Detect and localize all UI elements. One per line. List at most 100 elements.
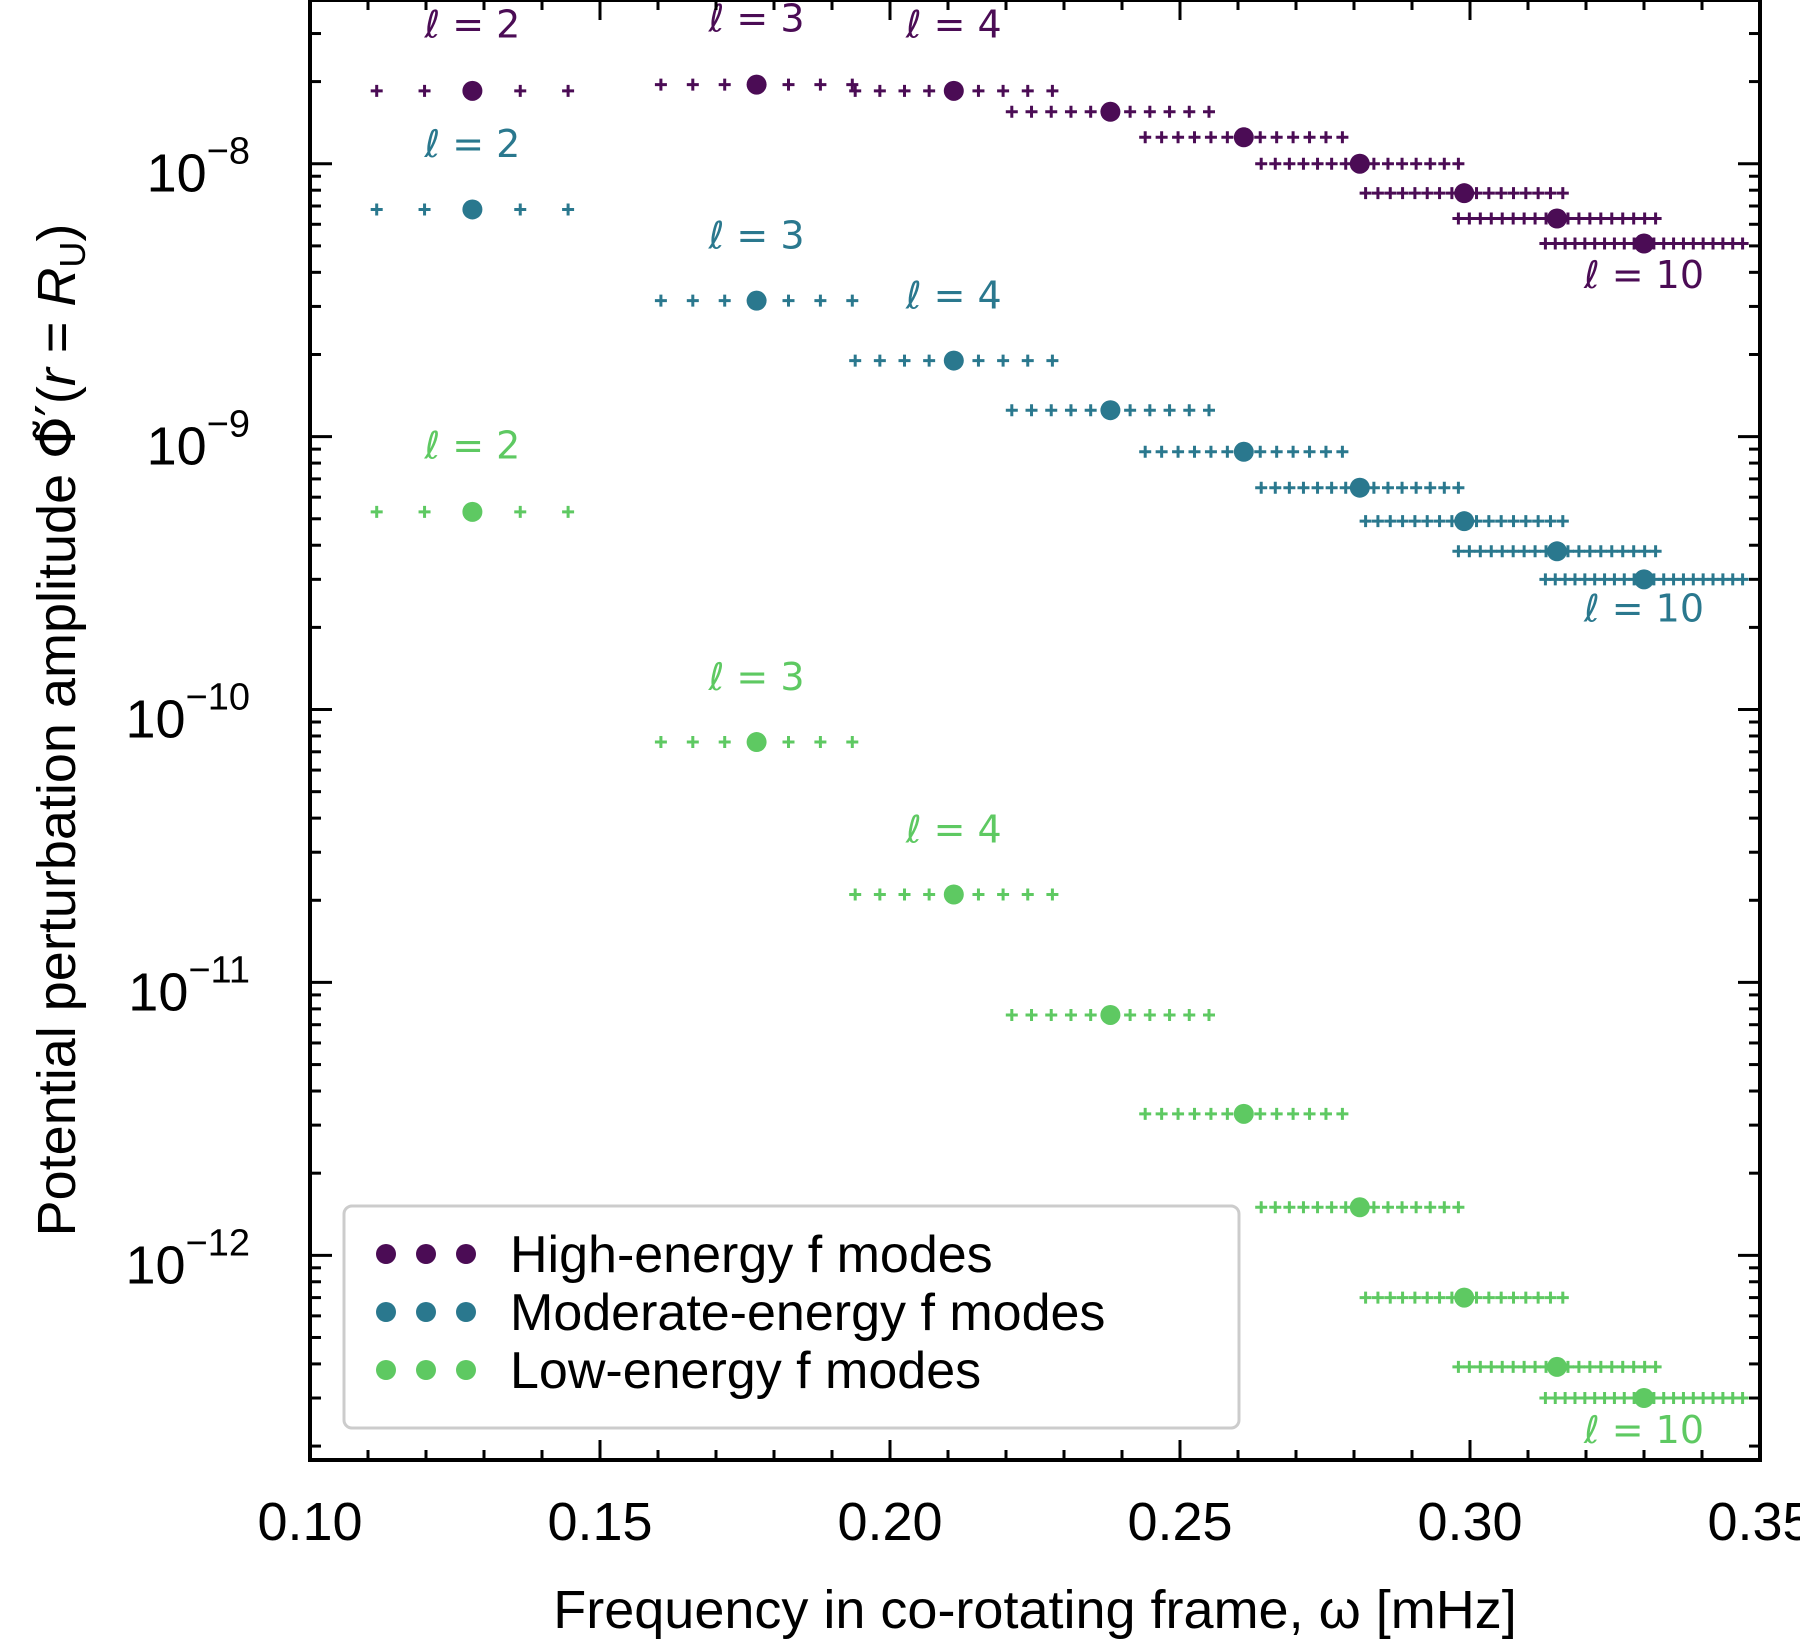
azimuthal-mark (1421, 1291, 1434, 1304)
azimuthal-mark (782, 736, 795, 749)
azimuthal-mark (1297, 157, 1310, 170)
azimuthal-mark (1532, 515, 1545, 528)
x-tick-label: 0.20 (837, 1492, 942, 1552)
azimuthal-mark (997, 84, 1010, 97)
azimuthal-mark (1485, 1360, 1498, 1373)
azimuthal-mark (1408, 515, 1421, 528)
azimuthal-mark (1507, 1291, 1520, 1304)
legend-marker (376, 1302, 396, 1322)
azimuthal-mark (1438, 1201, 1451, 1214)
azimuthal-mark (1485, 212, 1498, 225)
azimuthal-mark (1408, 1291, 1421, 1304)
legend-marker (416, 1302, 436, 1322)
azimuthal-mark (1433, 1291, 1446, 1304)
azimuthal-mark (782, 294, 795, 307)
azimuthal-mark (1572, 212, 1585, 225)
azimuthal-mark (1544, 1291, 1557, 1304)
azimuthal-mark (1649, 212, 1662, 225)
azimuthal-mark (1627, 212, 1640, 225)
azimuthal-mark (1139, 131, 1152, 144)
azimuthal-mark (1583, 545, 1596, 558)
azimuthal-mark (1529, 545, 1542, 558)
data-point (746, 74, 767, 95)
data-point (1454, 1287, 1475, 1308)
azimuthal-mark (1025, 404, 1038, 417)
azimuthal-mark (1319, 1107, 1332, 1120)
azimuthal-mark (1410, 481, 1423, 494)
data-point (1454, 511, 1475, 532)
y-tick-label: 10−9 (147, 404, 250, 477)
azimuthal-mark (1452, 481, 1465, 494)
legend-label: Moderate-energy f modes (510, 1284, 1105, 1342)
azimuthal-mark (1638, 212, 1651, 225)
azimuthal-mark (846, 78, 859, 91)
azimuthal-mark (1359, 187, 1372, 200)
azimuthal-mark (1303, 445, 1316, 458)
azimuthal-mark (1336, 131, 1349, 144)
azimuthal-mark (370, 505, 383, 518)
azimuthal-mark (718, 294, 731, 307)
azimuthal-mark (1339, 157, 1352, 170)
azimuthal-mark (1463, 212, 1476, 225)
azimuthal-mark (1381, 481, 1394, 494)
axis-ticks: 0.10 0.15 0.20 0.25 0.30 0.35 10−8 10−9 10−10 10−… (125, 0, 1800, 1552)
azimuthal-mark (1046, 84, 1059, 97)
azimuthal-mark (1221, 1107, 1234, 1120)
azimuthal-mark (1021, 84, 1034, 97)
legend-marker (376, 1360, 396, 1380)
azimuthal-mark (1452, 157, 1465, 170)
azimuthal-mark (1188, 445, 1201, 458)
azimuthal-mark (814, 736, 827, 749)
azimuthal-mark (1384, 515, 1397, 528)
azimuthal-mark (849, 354, 862, 367)
azimuthal-mark (1270, 1107, 1283, 1120)
plot-frame (308, 0, 1762, 1462)
azimuthal-mark (1594, 212, 1607, 225)
azimuthal-mark (1496, 545, 1509, 558)
azimuthal-mark (370, 203, 383, 216)
azimuthal-mark (1124, 404, 1137, 417)
y-tick-label: 10−11 (128, 949, 250, 1022)
azimuthal-mark (898, 354, 911, 367)
azimuthal-mark (1255, 157, 1268, 170)
azimuthal-mark (1269, 157, 1282, 170)
azimuthal-mark (1736, 1392, 1749, 1405)
azimuthal-mark (1283, 157, 1296, 170)
azimuthal-mark (1544, 515, 1557, 528)
azimuthal-mark (1139, 445, 1152, 458)
azimuthal-mark (1283, 1201, 1296, 1214)
azimuthal-mark (1155, 445, 1168, 458)
azimuthal-mark (923, 84, 936, 97)
azimuthal-mark (1421, 187, 1434, 200)
l-annotation: ℓ = 4 (905, 273, 1002, 317)
azimuthal-mark (1410, 1201, 1423, 1214)
azimuthal-mark (1452, 1201, 1465, 1214)
azimuthal-mark (1518, 545, 1531, 558)
azimuthal-mark (873, 354, 886, 367)
l-annotation: ℓ = 2 (423, 122, 520, 166)
azimuthal-mark (1605, 545, 1618, 558)
azimuthal-mark (1627, 1360, 1640, 1373)
azimuthal-mark (1507, 212, 1520, 225)
azimuthal-mark (1556, 515, 1569, 528)
azimuthal-mark (1495, 187, 1508, 200)
azimuthal-mark (1359, 515, 1372, 528)
data-point (1634, 1388, 1654, 1409)
azimuthal-mark (1359, 1291, 1372, 1304)
azimuthal-mark (654, 294, 667, 307)
legend-marker (416, 1244, 436, 1264)
azimuthal-mark (1163, 105, 1176, 118)
legend-marker (456, 1244, 476, 1264)
azimuthal-mark (972, 888, 985, 901)
azimuthal-mark (1045, 1008, 1058, 1021)
azimuthal-mark (1410, 157, 1423, 170)
azimuthal-mark (1084, 1008, 1097, 1021)
azimuthal-mark (1421, 515, 1434, 528)
azimuthal-mark (1616, 545, 1629, 558)
azimuthal-mark (1025, 105, 1038, 118)
azimuthal-mark (686, 736, 699, 749)
azimuthal-mark (1297, 1201, 1310, 1214)
azimuthal-mark (1021, 354, 1034, 367)
